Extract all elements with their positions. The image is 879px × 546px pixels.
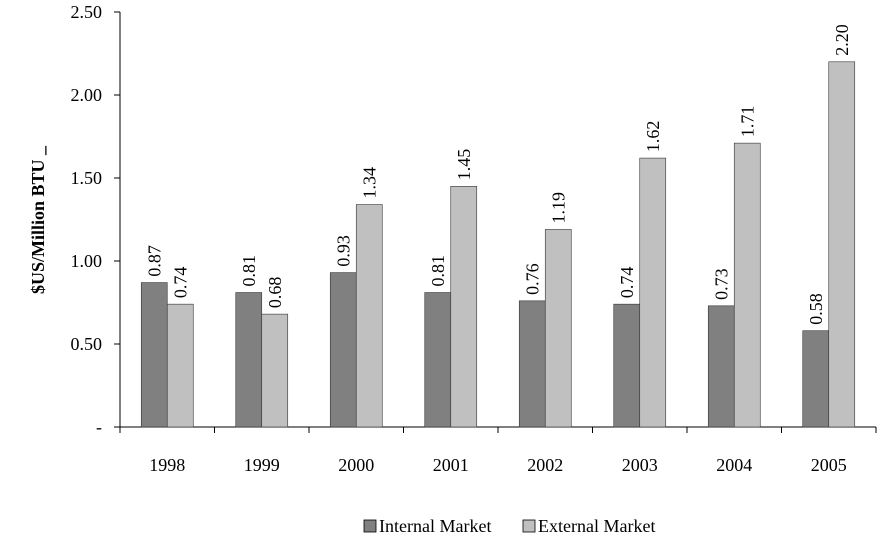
value-label: 0.81 bbox=[239, 255, 259, 287]
legend-swatch bbox=[363, 519, 377, 533]
x-tick-label: 2002 bbox=[527, 455, 563, 475]
bar bbox=[707, 305, 735, 428]
bar bbox=[639, 157, 667, 428]
x-tick-label: 2001 bbox=[433, 455, 469, 475]
y-tick-label: - bbox=[96, 417, 102, 437]
value-label: 0.81 bbox=[428, 255, 448, 287]
bar bbox=[329, 272, 357, 428]
bar bbox=[166, 303, 194, 428]
x-tick-label: 2003 bbox=[622, 455, 658, 475]
bar bbox=[613, 303, 641, 428]
legend-swatch bbox=[522, 519, 536, 533]
value-label: 0.87 bbox=[144, 245, 164, 277]
bar bbox=[140, 282, 168, 428]
value-label: 0.58 bbox=[806, 293, 826, 325]
x-tick-label: 1999 bbox=[244, 455, 280, 475]
bar bbox=[355, 204, 383, 428]
x-tick-label: 1998 bbox=[149, 455, 185, 475]
bar bbox=[828, 61, 856, 428]
y-tick-label: 0.50 bbox=[71, 334, 103, 354]
bar bbox=[450, 186, 478, 428]
bar bbox=[235, 292, 263, 428]
bar bbox=[518, 300, 546, 428]
y-tick-label: 2.00 bbox=[71, 85, 103, 105]
bar bbox=[802, 330, 830, 428]
value-label: 0.76 bbox=[522, 263, 542, 295]
value-label: 0.68 bbox=[265, 277, 285, 309]
value-label: 2.20 bbox=[832, 24, 852, 56]
value-label: 1.19 bbox=[548, 192, 568, 224]
legend-label: Internal Market bbox=[379, 516, 491, 536]
value-label: 1.45 bbox=[454, 149, 474, 181]
value-label: 1.71 bbox=[737, 106, 757, 138]
value-label: 1.34 bbox=[359, 167, 379, 199]
value-label: 0.93 bbox=[333, 235, 353, 267]
x-tick-label: 2005 bbox=[811, 455, 847, 475]
y-tick-label: 1.00 bbox=[71, 251, 103, 271]
value-label: 0.74 bbox=[170, 267, 190, 299]
y-tick-label: 1.50 bbox=[71, 168, 103, 188]
x-tick-label: 2000 bbox=[338, 455, 374, 475]
bar bbox=[424, 292, 452, 428]
bar bbox=[261, 313, 289, 428]
legend-label: External Market bbox=[538, 516, 655, 536]
x-tick-label: 2004 bbox=[716, 455, 752, 475]
value-label: 0.74 bbox=[617, 267, 637, 299]
bar bbox=[733, 142, 761, 428]
value-label: 1.62 bbox=[643, 121, 663, 153]
y-axis-label: $US/Million BTU _ bbox=[28, 145, 48, 294]
value-label: 0.73 bbox=[711, 268, 731, 300]
y-tick-label: 2.50 bbox=[71, 2, 103, 22]
bar bbox=[544, 229, 572, 428]
